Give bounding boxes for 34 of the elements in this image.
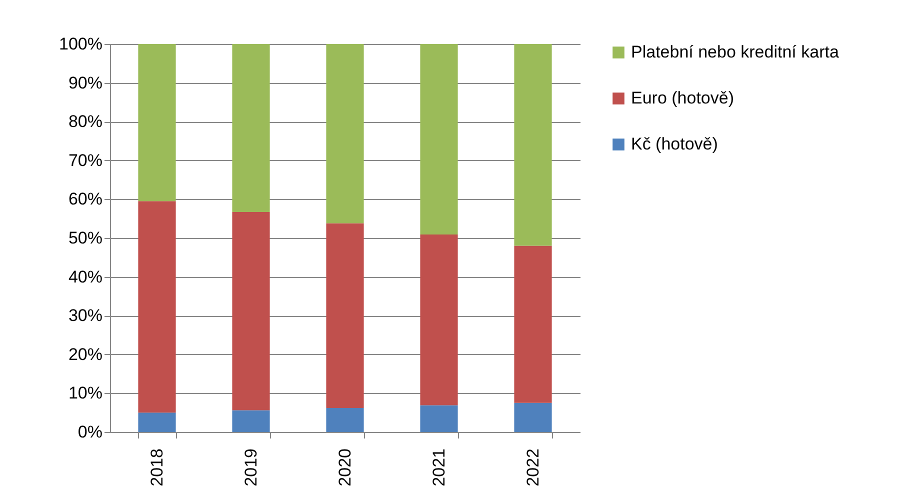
- bar: [420, 405, 458, 432]
- bar: [514, 44, 552, 246]
- y-tick-label: 80%: [68, 112, 102, 132]
- y-tick-label: 20%: [68, 344, 102, 364]
- x-tick-label: 2022: [524, 448, 542, 486]
- x-tick-label: 2018: [148, 448, 166, 486]
- legend-label: Kč (hotově): [631, 134, 718, 154]
- y-tick-label: 30%: [68, 306, 102, 326]
- x-tick-label: 2020: [336, 448, 354, 486]
- legend-label: Euro (hotově): [631, 88, 734, 108]
- bar: [138, 44, 176, 202]
- x-tick-label: 2021: [430, 448, 448, 486]
- y-tick-label: 90%: [68, 73, 102, 92]
- bar: [420, 44, 458, 235]
- bar: [514, 402, 552, 432]
- bar: [420, 234, 458, 406]
- bar: [232, 212, 270, 410]
- y-tick-label: 100%: [59, 34, 102, 54]
- y-tick-label: 60%: [68, 190, 102, 209]
- bar: [326, 223, 364, 408]
- bar: [232, 410, 270, 432]
- y-tick-label: 40%: [68, 267, 102, 286]
- bar: [138, 412, 176, 432]
- y-tick-label: 50%: [68, 228, 102, 248]
- bar: [232, 44, 270, 212]
- bar: [138, 201, 176, 413]
- bar: [514, 246, 552, 403]
- y-tick-label: 70%: [68, 150, 102, 170]
- y-tick-label: 10%: [68, 384, 102, 403]
- bar: [326, 44, 364, 224]
- y-tick-label: 0%: [78, 422, 102, 442]
- bar: [326, 408, 364, 432]
- x-tick-label: 2019: [242, 448, 260, 486]
- legend-label: Platební nebo kreditní karta: [631, 42, 840, 62]
